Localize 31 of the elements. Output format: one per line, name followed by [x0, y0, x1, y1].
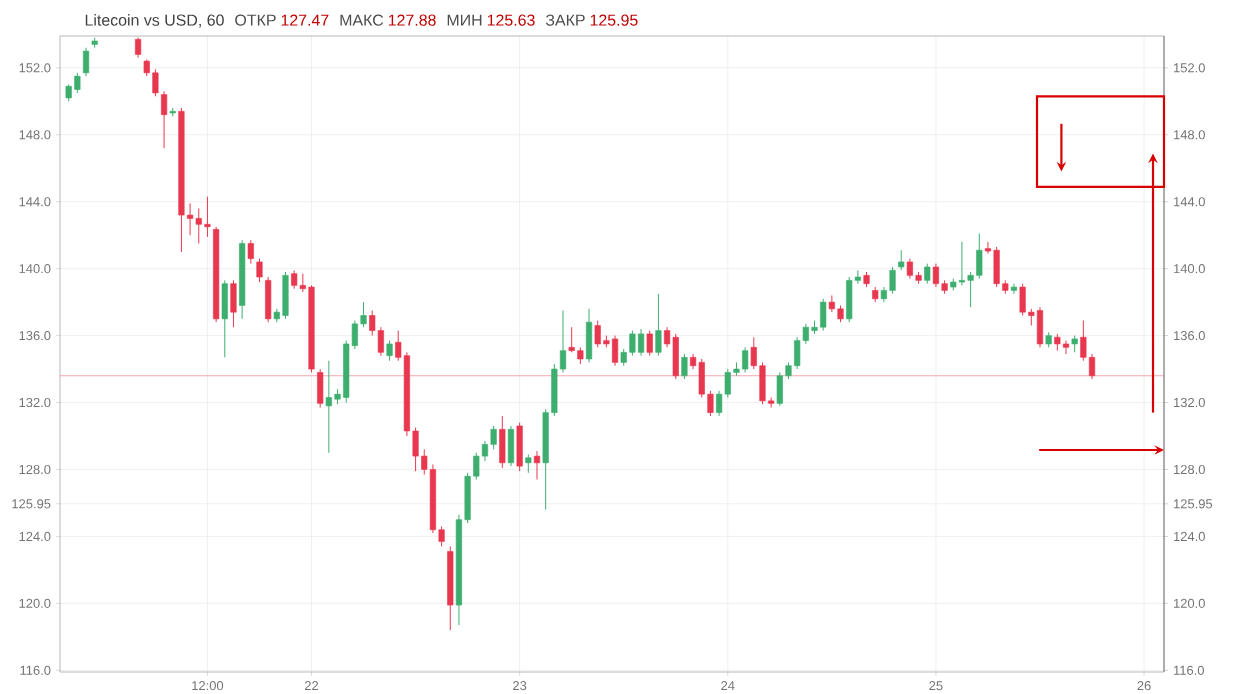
candlestick [924, 262, 931, 284]
candlestick [1062, 339, 1070, 355]
candlestick [637, 327, 645, 356]
candlestick [291, 269, 298, 289]
candlestick [386, 339, 393, 361]
candlestick [490, 425, 497, 450]
candlestick [525, 453, 532, 473]
candlestick [846, 276, 853, 323]
candlestick [958, 240, 966, 286]
candlestick [507, 425, 515, 467]
candlestick [533, 450, 541, 480]
candlestick [672, 333, 679, 380]
candlestick [611, 334, 619, 366]
candlestick [82, 46, 90, 77]
candlestick [1010, 282, 1018, 294]
candlestick [898, 249, 905, 271]
candlestick [585, 307, 593, 363]
candlestick [499, 415, 506, 468]
candlestick [655, 292, 662, 356]
candlestick [230, 279, 237, 328]
candlestick [681, 353, 688, 380]
candlestick [247, 239, 254, 264]
candlestick [221, 279, 228, 358]
candlestick [161, 90, 168, 149]
candlestick [317, 368, 324, 408]
candlestick [265, 276, 272, 323]
candlestick [134, 36, 142, 58]
candlestick [1036, 306, 1044, 348]
candlestick [256, 257, 263, 283]
candlestick [516, 421, 523, 472]
candlestick [646, 329, 653, 356]
